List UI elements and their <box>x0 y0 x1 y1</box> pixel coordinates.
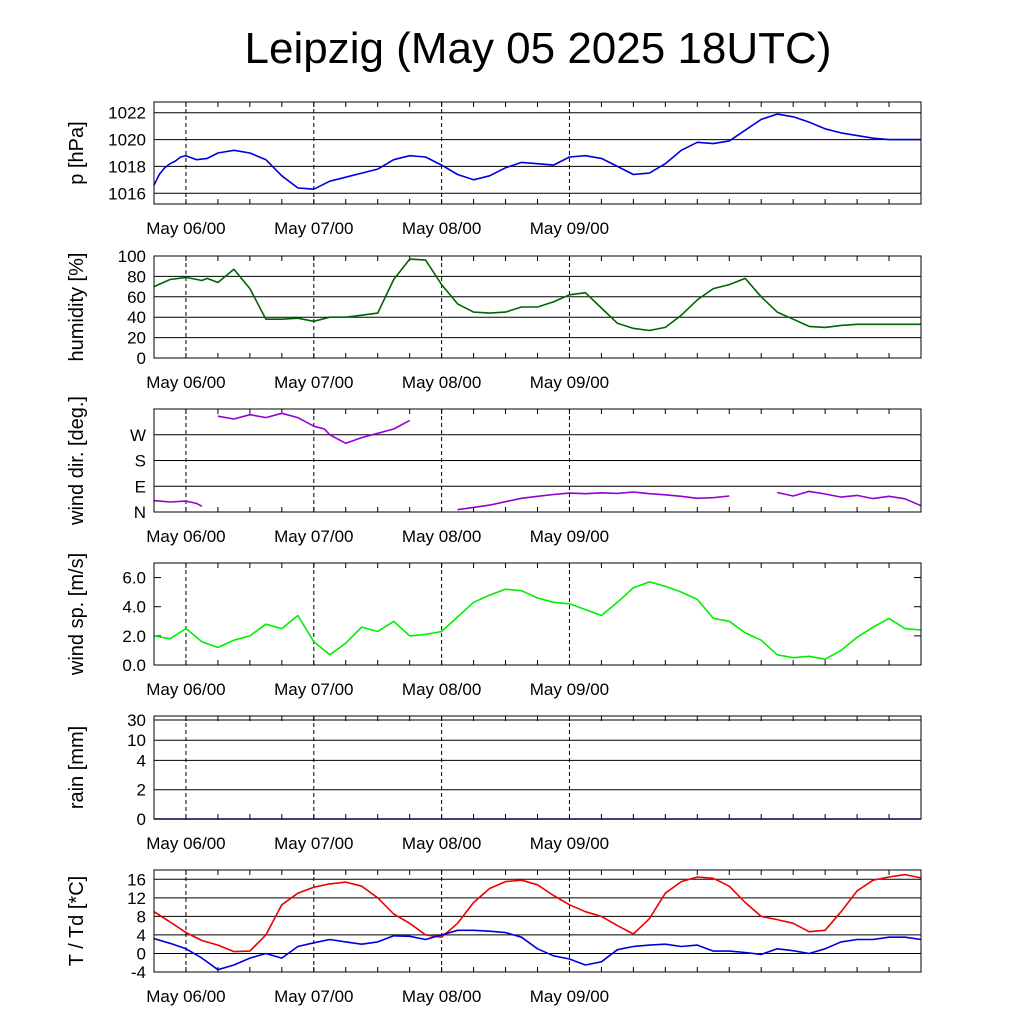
x-tick-label: May 08/00 <box>402 527 481 546</box>
y-tick-label-rain: 0 <box>137 810 146 829</box>
chart-title: Leipzig (May 05 2025 18UTC) <box>244 24 832 73</box>
y-tick-label-wind-direction: S <box>135 452 146 471</box>
x-tick-label: May 07/00 <box>274 987 353 1006</box>
x-tick-label: May 06/00 <box>146 527 225 546</box>
x-tick-label: May 09/00 <box>530 527 609 546</box>
y-tick-label-humidity: 80 <box>127 267 146 286</box>
y-tick-label-wind-speed: 6.0 <box>122 569 146 588</box>
x-tick-label: May 08/00 <box>402 680 481 699</box>
plot-frame <box>153 408 922 513</box>
y-tick-label-humidity: 60 <box>127 288 146 307</box>
x-tick-label: May 07/00 <box>274 373 353 392</box>
y-tick-label-temperature: 8 <box>137 907 146 926</box>
plot-frame <box>153 562 922 666</box>
panel-pressure: 1016 1018 1020 1022 May 06/00 May 07/00 May 08… <box>66 101 922 238</box>
y-axis-label-pressure: p [hPa] <box>66 121 88 184</box>
x-tick-label: May 06/00 <box>146 373 225 392</box>
y-tick-label-temperature: 0 <box>137 944 146 963</box>
y-tick-label-rain: 10 <box>127 731 146 750</box>
y-axis-label-humidity: humidity [%] <box>66 253 88 362</box>
x-tick-label: May 07/00 <box>274 527 353 546</box>
y-axis-label-temperature: T / Td [*C] <box>66 876 88 966</box>
plot-frame <box>153 715 922 820</box>
x-tick-label: May 08/00 <box>402 219 481 238</box>
y-tick-label-rain: 2 <box>137 781 146 800</box>
y-tick-label-rain: 30 <box>127 711 146 730</box>
y-tick-label-wind-speed: 4.0 <box>122 598 146 617</box>
y-tick-label-humidity: 20 <box>127 329 146 348</box>
pressure-line <box>153 113 921 190</box>
x-tick-label: May 06/00 <box>146 219 225 238</box>
y-tick-label-humidity: 0 <box>137 349 146 368</box>
y-tick-label-wind-direction: N <box>134 503 146 522</box>
wind-direction-line <box>153 412 922 511</box>
y-tick-label-humidity: 40 <box>127 308 146 327</box>
x-tick-label: May 07/00 <box>274 219 353 238</box>
x-tick-label: May 08/00 <box>402 834 481 853</box>
y-tick-label-wind-direction: E <box>135 477 146 496</box>
x-tick-label: May 06/00 <box>146 987 225 1006</box>
y-tick-label-temperature: 12 <box>127 889 146 908</box>
x-tick-label: May 09/00 <box>530 373 609 392</box>
y-tick-label-humidity: 100 <box>118 247 146 266</box>
y-tick-label-temperature: -4 <box>131 963 146 982</box>
y-axis-label-rain: rain [mm] <box>66 726 88 809</box>
x-tick-label: May 07/00 <box>274 834 353 853</box>
x-tick-label: May 06/00 <box>146 680 225 699</box>
y-axis-label-wind-direction: wind dir. [deg.] <box>66 396 88 526</box>
x-tick-label: May 08/00 <box>402 987 481 1006</box>
x-tick-label: May 09/00 <box>530 680 609 699</box>
y-tick-label-wind-speed: 0.0 <box>122 656 146 675</box>
plot-frame <box>153 869 922 973</box>
x-tick-label: May 09/00 <box>530 219 609 238</box>
x-tick-label: May 08/00 <box>402 373 481 392</box>
y-tick-label-pressure: 1022 <box>108 104 146 123</box>
dewpoint-line <box>153 929 922 971</box>
plot-frame <box>153 101 922 205</box>
y-tick-label-wind-direction: W <box>130 426 146 445</box>
y-tick-label-temperature: 16 <box>127 870 146 889</box>
plot-frame <box>153 255 922 359</box>
x-tick-label: May 07/00 <box>274 680 353 699</box>
y-tick-label-pressure: 1018 <box>108 157 146 176</box>
y-tick-label-wind-speed: 2.0 <box>122 627 146 646</box>
y-tick-label-temperature: 4 <box>137 926 146 945</box>
y-tick-label-pressure: 1016 <box>108 184 146 203</box>
y-tick-label-rain: 4 <box>137 751 146 770</box>
y-axis-label-wind-speed: wind sp. [m/s] <box>66 553 88 676</box>
x-tick-label: May 06/00 <box>146 834 225 853</box>
panel-wind-speed: 0.0 2.0 4.0 6.0 May 06/00 May 07/00 May 08/00 M… <box>66 553 922 699</box>
x-tick-label: May 09/00 <box>530 987 609 1006</box>
wind-speed-line <box>153 581 922 660</box>
y-tick-label-pressure: 1020 <box>108 131 146 150</box>
temperature-line <box>153 873 922 953</box>
x-tick-label: May 09/00 <box>530 834 609 853</box>
humidity-line <box>153 258 921 332</box>
